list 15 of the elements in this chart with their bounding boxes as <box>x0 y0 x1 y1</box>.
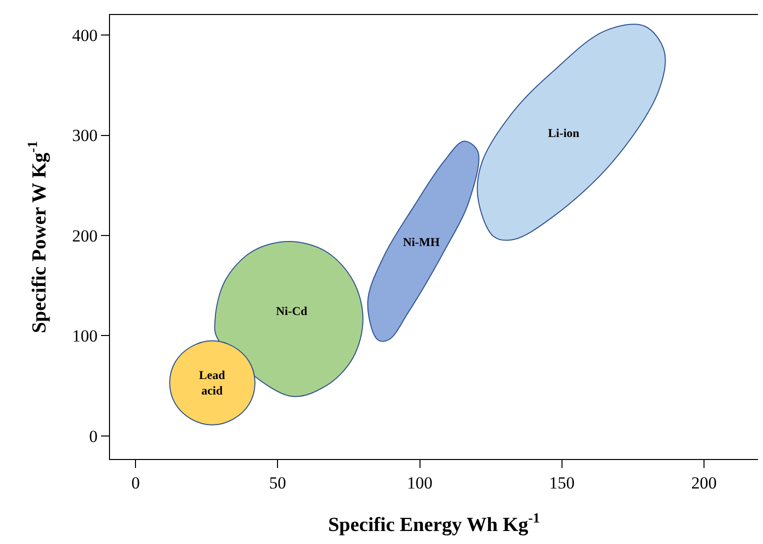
y-tick-label: 100 <box>72 326 98 346</box>
x-tick-label: 0 <box>131 473 140 492</box>
x-tick-label: 200 <box>691 473 717 492</box>
series-label: Ni-MH <box>403 235 440 249</box>
series-label: Li-ion <box>548 126 580 140</box>
y-tick-label: 400 <box>72 26 98 45</box>
series-label: Ni-Cd <box>276 304 308 318</box>
x-tick-label: 150 <box>549 473 575 492</box>
x-tick-label: 100 <box>407 473 433 492</box>
y-tick-label: 0 <box>89 426 98 446</box>
x-tick-label: 50 <box>269 473 286 492</box>
x-axis-title: Specific Energy Wh Kg$^{-1}$ <box>328 512 540 536</box>
series-label: Lead acid <box>199 368 226 398</box>
y-tick-label: 300 <box>72 126 98 146</box>
y-tick-label: 200 <box>72 226 98 246</box>
